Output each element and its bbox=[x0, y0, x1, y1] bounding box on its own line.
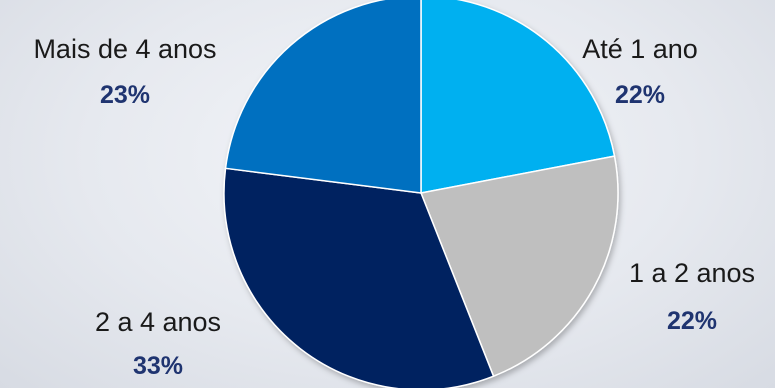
pie-slices bbox=[223, 0, 619, 388]
slice-label-ate-1-ano: Até 1 ano bbox=[582, 34, 698, 64]
slice-value-1-a-2-anos: 22% bbox=[667, 307, 717, 335]
slice-value-mais-de-4-anos: 23% bbox=[100, 81, 150, 109]
slice-value-ate-1-ano: 22% bbox=[615, 81, 665, 109]
slice-mais-de-4-anos bbox=[224, 0, 422, 194]
slice-2-a-4-anos bbox=[223, 167, 495, 388]
slice-label-1-a-2-anos: 1 a 2 anos bbox=[629, 258, 755, 288]
slice-label-mais-de-4-anos: Mais de 4 anos bbox=[33, 34, 216, 64]
slice-label-2-a-4-anos: 2 a 4 anos bbox=[95, 307, 221, 337]
slice-ate-1-ano bbox=[420, 0, 616, 194]
slice-value-2-a-4-anos: 33% bbox=[133, 352, 183, 380]
slice-1-a-2-anos bbox=[420, 155, 619, 377]
